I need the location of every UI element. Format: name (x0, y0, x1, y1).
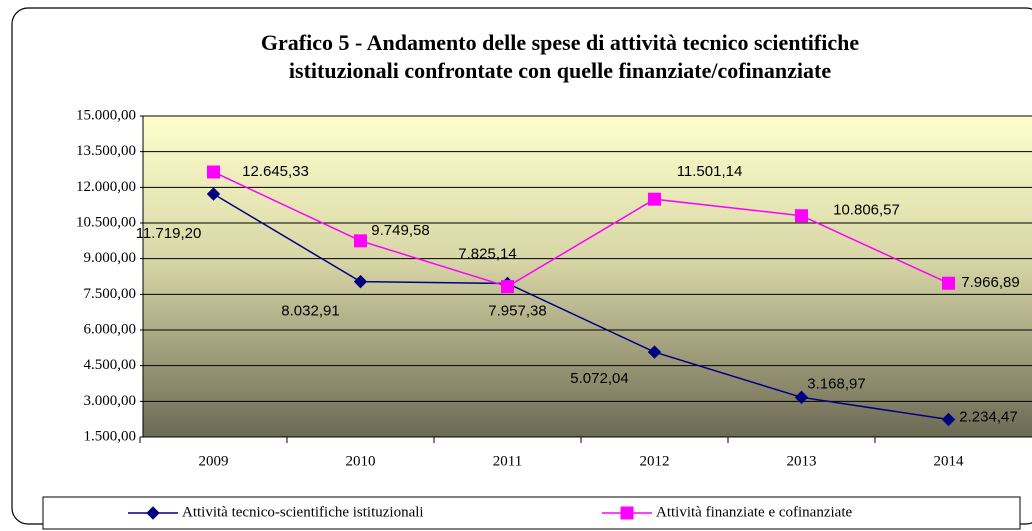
y-tick-label: 13.500,00 (76, 143, 136, 159)
data-label: 7.966,89 (961, 274, 1019, 291)
point-marker (648, 192, 661, 206)
data-label: 3.168,97 (807, 375, 865, 392)
y-tick-label: 12.000,00 (76, 179, 136, 195)
legend-marker (620, 506, 634, 520)
x-tick-label: 2009 (199, 453, 229, 469)
point-marker (353, 274, 368, 289)
data-label: 12.645,33 (242, 163, 309, 180)
point-marker (795, 209, 808, 223)
x-tick-label: 2014 (934, 453, 965, 469)
data-label: 11.501,14 (677, 163, 743, 180)
plot-area (143, 116, 1032, 437)
series-line (213, 193, 949, 421)
point-marker (794, 390, 809, 405)
point-marker (942, 276, 955, 290)
legend-label: Attività tecnico-scientifiche istituzion… (182, 504, 424, 520)
legend-marker (146, 506, 160, 520)
y-tick-label: 10.500,00 (76, 214, 136, 230)
y-tick-label: 7.500,00 (84, 286, 137, 302)
data-label: 2.234,47 (959, 409, 1017, 426)
data-label: 7.825,14 (458, 246, 516, 263)
series-line (213, 171, 949, 288)
point-marker (206, 187, 221, 201)
x-tick-label: 2011 (493, 453, 522, 469)
data-label: 7.957,38 (488, 302, 546, 319)
y-tick-label: 9.000,00 (84, 250, 137, 266)
y-tick-label: 1.500,00 (84, 428, 137, 444)
x-tick-label: 2010 (346, 453, 376, 469)
y-tick-label: 3.000,00 (84, 393, 137, 409)
point-marker (501, 280, 514, 294)
x-tick-label: 2012 (640, 453, 670, 469)
data-label: 8.032,91 (281, 303, 339, 320)
point-marker (647, 345, 662, 359)
legend-label: Attività finanziate e cofinanziate (656, 504, 852, 520)
data-label: 10.806,57 (833, 202, 900, 219)
y-tick-label: 15.000,00 (76, 107, 136, 123)
chart-subtitle: istituzionali confrontate con quelle fin… (289, 58, 831, 83)
data-label: 9.749,58 (371, 222, 429, 239)
y-tick-label: 6.000,00 (84, 321, 137, 337)
point-marker (941, 412, 956, 427)
data-label: 5.072,04 (570, 370, 628, 387)
point-marker (207, 165, 220, 179)
point-marker (354, 234, 367, 248)
chart-title: Grafico 5 - Andamento delle spese di att… (261, 30, 859, 55)
x-tick-label: 2013 (787, 453, 817, 469)
y-tick-label: 4.500,00 (84, 357, 137, 373)
data-label: 11.719,20 (136, 225, 202, 242)
legend (42, 496, 1021, 530)
